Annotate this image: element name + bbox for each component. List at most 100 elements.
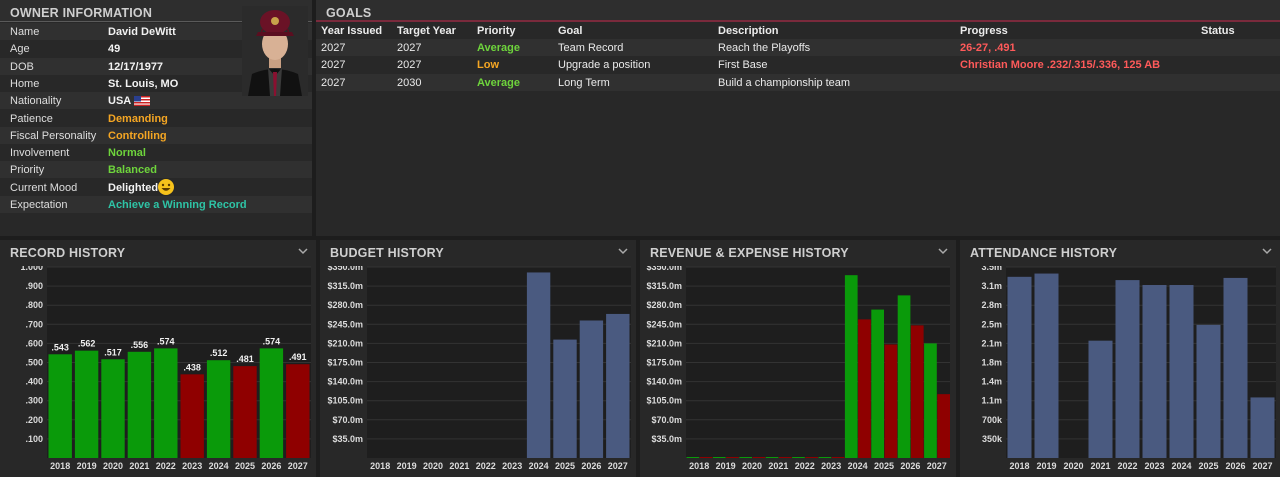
- goals-column-header[interactable]: Description: [718, 25, 779, 37]
- chevron-down-icon[interactable]: [298, 248, 308, 255]
- bar[interactable]: [1034, 273, 1059, 458]
- x-tick-label: 2021: [449, 461, 469, 471]
- bar[interactable]: [606, 313, 630, 458]
- bar[interactable]: [1196, 324, 1221, 458]
- bar-revenue[interactable]: [844, 275, 858, 458]
- x-tick-label: 2022: [795, 461, 815, 471]
- bar[interactable]: [180, 374, 204, 458]
- bar[interactable]: [286, 364, 310, 458]
- bar[interactable]: [553, 339, 577, 458]
- x-tick-label: 2026: [900, 461, 920, 471]
- record-history-panel: RECORD HISTORY .100 .200 .300 .400 .500 .600.…: [0, 240, 316, 477]
- owner-field-label: Age: [10, 43, 30, 56]
- bar-expense[interactable]: [699, 457, 713, 458]
- goals-title: GOALS: [316, 0, 1280, 22]
- bar[interactable]: [259, 348, 284, 458]
- x-tick-label: 2026: [1225, 461, 1245, 471]
- bar[interactable]: [127, 351, 152, 458]
- chevron-down-icon[interactable]: [1262, 248, 1272, 255]
- bar[interactable]: [1115, 280, 1140, 458]
- x-tick-label: 2020: [742, 461, 762, 471]
- bar-revenue[interactable]: [686, 457, 700, 458]
- bar[interactable]: [1007, 276, 1032, 458]
- budget-history-title: BUDGET HISTORY: [330, 246, 444, 260]
- bar[interactable]: [1223, 277, 1248, 458]
- chevron-down-icon[interactable]: [618, 248, 628, 255]
- goals-column-header[interactable]: Progress: [960, 25, 1008, 37]
- goal-priority: Average: [477, 42, 521, 54]
- bar-expense[interactable]: [910, 325, 924, 458]
- y-tick-label: 1.4m: [981, 377, 1002, 387]
- goal-row[interactable]: 2027 2030 Average Long Term Build a champion…: [316, 73, 1280, 91]
- owner-field-label: Patience: [10, 112, 53, 125]
- bar-revenue[interactable]: [765, 457, 779, 458]
- bar[interactable]: [1169, 285, 1194, 458]
- bar[interactable]: [1088, 340, 1113, 458]
- owner-row-priority: Priority Balanced: [0, 161, 312, 179]
- bar[interactable]: [101, 359, 125, 458]
- owner-field-label: Expectation: [10, 199, 68, 211]
- bar[interactable]: [74, 350, 99, 458]
- bar-revenue[interactable]: [818, 457, 832, 458]
- x-tick-label: 2027: [288, 461, 308, 471]
- y-tick-label: $280.0m: [327, 300, 363, 310]
- goals-column-header[interactable]: Goal: [558, 25, 583, 37]
- goal-target-year: 2030: [397, 76, 422, 89]
- x-tick-label: 2018: [689, 461, 709, 471]
- bar-expense[interactable]: [831, 457, 845, 458]
- goal-row[interactable]: 2027 2027 Average Team Record Reach the Play…: [316, 39, 1280, 56]
- y-tick-label: 2.1m: [981, 338, 1002, 348]
- goals-column-header[interactable]: Priority: [477, 25, 516, 37]
- bar-expense[interactable]: [726, 457, 739, 458]
- goal-description: First Base: [718, 59, 768, 72]
- chevron-down-icon[interactable]: [938, 248, 948, 255]
- x-tick-label: 2025: [874, 461, 894, 471]
- owner-field-value: Normal: [108, 147, 146, 160]
- bar-expense[interactable]: [752, 457, 766, 458]
- x-tick-label: 2024: [529, 461, 549, 471]
- bar[interactable]: [579, 320, 604, 458]
- data-label: .556: [131, 340, 149, 350]
- bar-expense[interactable]: [778, 457, 792, 458]
- data-label: .438: [183, 362, 201, 372]
- bar[interactable]: [206, 360, 231, 458]
- bar-expense[interactable]: [805, 457, 818, 458]
- bar[interactable]: [526, 272, 551, 458]
- goal-year-issued: 2027: [321, 42, 346, 54]
- goals-column-header[interactable]: Target Year: [397, 25, 456, 37]
- goal-progress: 26-27, .491: [960, 42, 1016, 54]
- x-tick-label: 2023: [182, 461, 202, 471]
- y-tick-label: .700: [25, 319, 43, 329]
- y-tick-label: 2.5m: [981, 319, 1002, 329]
- goals-column-header[interactable]: Status: [1201, 25, 1235, 37]
- bar-revenue[interactable]: [924, 343, 937, 458]
- bar[interactable]: [154, 348, 178, 458]
- bar-revenue[interactable]: [739, 457, 752, 458]
- y-tick-label: $315.0m: [327, 281, 363, 291]
- bar[interactable]: [233, 366, 257, 458]
- bar-revenue[interactable]: [792, 457, 805, 458]
- usa-flag-icon: [134, 96, 150, 109]
- owner-field-label: Nationality: [10, 95, 62, 108]
- x-tick-label: 2020: [1063, 461, 1083, 471]
- y-tick-label: $210.0m: [646, 338, 682, 348]
- owner-row-current-mood: Current Mood Delighted: [0, 178, 312, 196]
- bar-expense[interactable]: [937, 394, 950, 458]
- bar-revenue[interactable]: [712, 457, 726, 458]
- x-tick-label: 2025: [235, 461, 255, 471]
- bar-revenue[interactable]: [871, 309, 884, 458]
- goals-column-header[interactable]: Year Issued: [321, 25, 383, 37]
- bar[interactable]: [1142, 285, 1167, 458]
- bar[interactable]: [1250, 397, 1275, 458]
- owner-field-label: Name: [10, 26, 40, 38]
- bar-revenue[interactable]: [897, 295, 911, 458]
- data-label: .481: [236, 354, 254, 364]
- goal-description: Reach the Playoffs: [718, 42, 811, 54]
- owner-row-patience: Patience Demanding: [0, 110, 312, 127]
- bar[interactable]: [48, 354, 72, 458]
- bar-expense[interactable]: [884, 344, 898, 458]
- goal-row[interactable]: 2027 2027 Low Upgrade a position First Base C…: [316, 56, 1280, 73]
- x-tick-label: 2019: [716, 461, 736, 471]
- bar-expense[interactable]: [858, 319, 871, 458]
- revenue-expense-history-chart: $35.0m $70.0m $105.0m $140.0m $175.0m $210.0m…: [646, 266, 950, 471]
